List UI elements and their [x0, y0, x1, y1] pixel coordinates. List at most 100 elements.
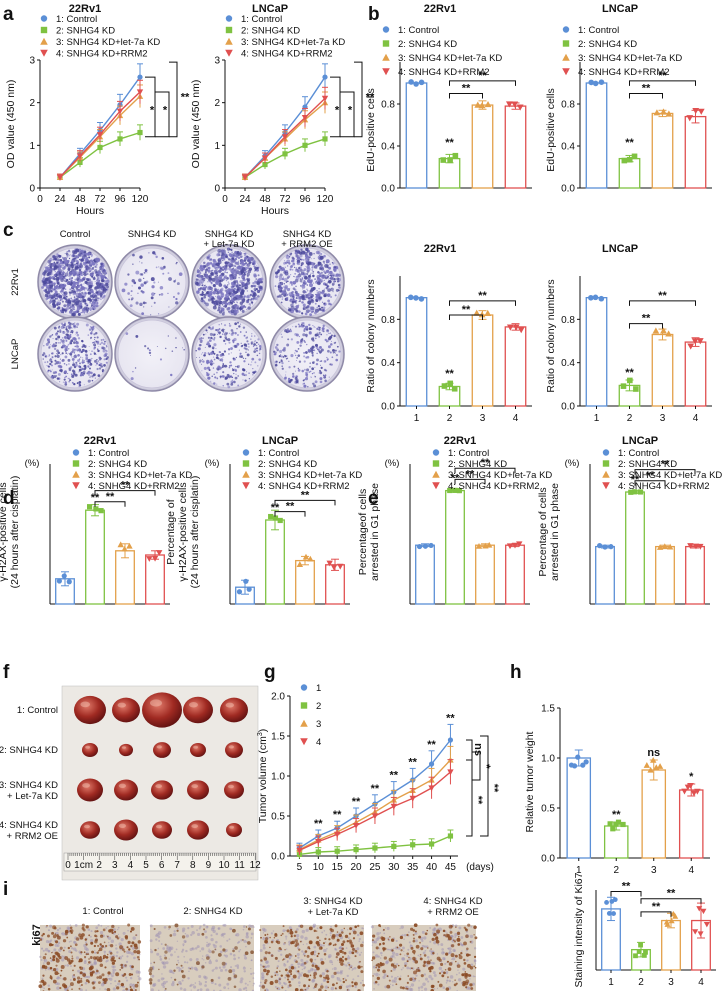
colony — [197, 278, 199, 280]
colony — [304, 276, 308, 280]
colony — [58, 309, 60, 311]
nucleus — [219, 967, 221, 969]
stained-cell — [414, 953, 416, 955]
colony — [71, 357, 72, 358]
stained-cell — [458, 936, 460, 938]
colony — [242, 373, 245, 376]
nucleus — [427, 980, 429, 982]
stained-cell — [304, 955, 306, 957]
stained-cell — [399, 944, 402, 947]
nucleus — [417, 955, 419, 957]
colony — [234, 322, 237, 325]
colony — [311, 266, 313, 268]
colony — [163, 266, 165, 268]
stained-cell — [269, 947, 270, 948]
stained-cell — [182, 975, 186, 979]
colony — [333, 275, 335, 277]
colony — [241, 289, 244, 292]
colony — [242, 269, 243, 270]
stained-cell — [234, 974, 238, 978]
colony — [302, 383, 304, 385]
stained-cell — [154, 928, 156, 930]
tumor — [142, 692, 182, 727]
colony — [229, 367, 231, 369]
colony — [290, 304, 293, 307]
colony — [298, 295, 299, 296]
nucleus — [263, 932, 264, 933]
colony — [52, 369, 53, 370]
colony — [65, 298, 67, 300]
stained-cell — [445, 952, 448, 955]
colony — [217, 275, 219, 277]
colony — [67, 300, 71, 304]
stained-cell — [211, 979, 214, 982]
colony — [324, 369, 326, 371]
nucleus — [166, 961, 169, 964]
nucleus — [190, 948, 193, 951]
stained-cell — [154, 949, 156, 951]
colony — [281, 336, 283, 338]
nucleus — [428, 975, 431, 978]
stained-cell — [260, 959, 262, 961]
colony — [131, 290, 133, 292]
nucleus — [425, 978, 428, 981]
colony — [313, 301, 314, 302]
colony — [175, 337, 176, 338]
colony — [149, 349, 151, 351]
colony — [298, 267, 300, 269]
nucleus — [249, 981, 250, 982]
colony — [306, 306, 309, 309]
colony — [305, 299, 306, 300]
stained-cell — [129, 973, 132, 976]
nucleus — [99, 988, 100, 989]
colony — [231, 329, 234, 332]
nucleus — [252, 972, 254, 974]
nucleus — [283, 963, 285, 965]
colony — [47, 338, 50, 341]
colony — [287, 338, 289, 340]
colony — [247, 266, 250, 269]
stained-cell — [149, 982, 152, 985]
stained-cell — [333, 944, 335, 946]
colony — [54, 360, 56, 362]
colony — [302, 298, 305, 301]
colony — [331, 341, 332, 342]
colony — [332, 291, 333, 292]
colony — [138, 286, 141, 289]
colony — [71, 373, 73, 375]
colony — [316, 353, 317, 354]
colony — [154, 293, 155, 294]
colony — [246, 340, 248, 342]
stained-cell — [61, 970, 63, 972]
colony — [290, 330, 292, 332]
colony — [207, 344, 208, 345]
nucleus — [122, 955, 124, 957]
colony — [247, 343, 249, 345]
nucleus — [182, 949, 184, 951]
stained-cell — [58, 955, 60, 957]
colony — [292, 294, 295, 297]
colony — [313, 253, 315, 255]
stained-cell — [375, 967, 377, 969]
colony — [156, 267, 158, 269]
colony — [288, 308, 291, 311]
stained-cell — [104, 942, 106, 944]
colony — [58, 268, 62, 272]
stained-cell — [300, 989, 302, 991]
nucleus — [97, 924, 99, 926]
colony — [304, 341, 305, 342]
colony — [57, 361, 59, 363]
colony — [335, 342, 336, 343]
nucleus — [221, 934, 224, 937]
colony — [159, 294, 161, 296]
colony — [237, 302, 238, 303]
stained-cell — [181, 965, 183, 967]
stained-cell — [389, 980, 391, 982]
colony — [47, 370, 49, 372]
nucleus — [401, 957, 404, 960]
colony — [253, 285, 254, 286]
colony — [309, 252, 313, 256]
stained-cell — [66, 937, 68, 939]
colony — [65, 253, 66, 254]
colony — [139, 261, 140, 262]
